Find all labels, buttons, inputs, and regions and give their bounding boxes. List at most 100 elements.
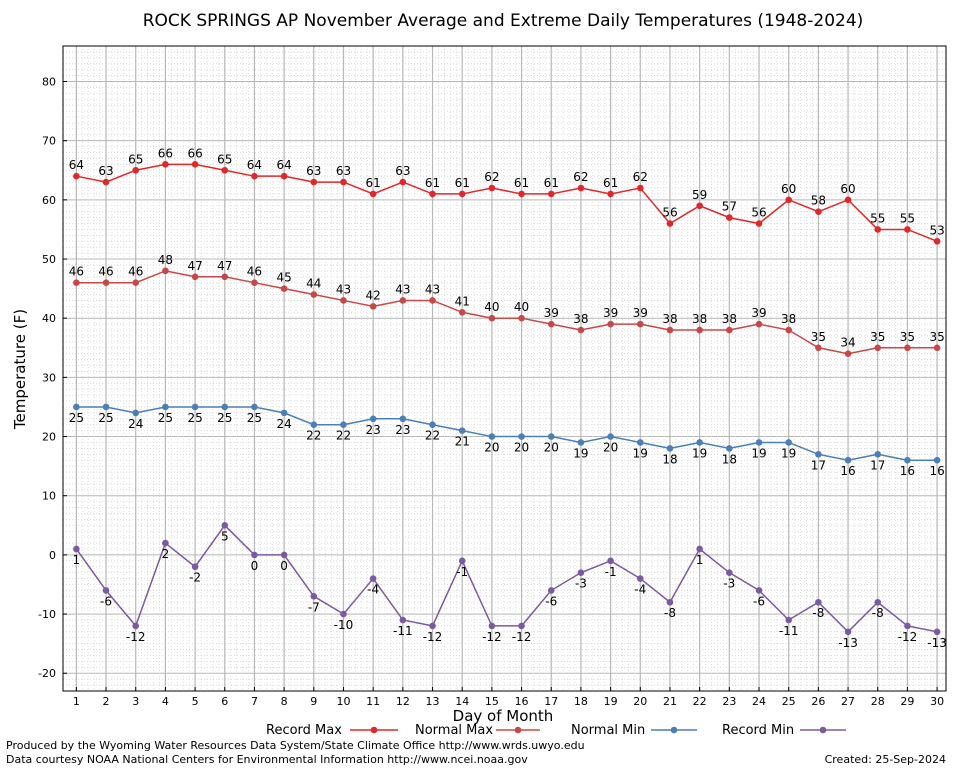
data-label-record-min: 0 [251,559,259,573]
x-tick-label: 3 [132,695,139,708]
y-axis-ticks: -20 -10 0 10 20 30 40 50 60 70 80 [38,76,67,680]
data-point-record-min [666,598,674,606]
data-label-record-max: 61 [544,176,559,190]
data-point-record-max [132,166,140,174]
data-point-normal-max [726,326,733,334]
data-point-normal-max [73,279,80,286]
x-tick-label: 13 [426,695,440,708]
data-point-normal-max [251,279,258,286]
data-label-record-min: 2 [162,547,170,561]
data-point-record-min [696,545,703,553]
data-point-normal-max [636,320,644,328]
data-label-normal-min: 25 [187,411,202,425]
data-label-normal-min: 19 [751,446,766,460]
x-tick-label: 20 [633,695,647,708]
data-point-record-min [488,622,496,630]
data-point-normal-max [369,303,377,310]
data-label-normal-min: 20 [603,441,618,455]
data-point-record-min [904,622,911,630]
data-label-record-min: -3 [723,577,735,591]
legend-label-normal-min: Normal Min [571,723,645,738]
y-tick-label: 20 [42,431,56,444]
data-label-record-min: 1 [696,553,704,567]
data-point-record-min [844,628,852,636]
data-point-normal-min [221,403,229,411]
data-label-normal-max: 39 [633,306,648,320]
x-tick-label: 8 [281,695,288,708]
data-point-normal-max [399,297,407,304]
data-label-normal-max: 38 [722,312,737,326]
data-point-record-min [755,587,763,594]
x-tick-label: 6 [221,695,228,708]
data-point-normal-min [429,421,436,429]
data-label-record-min: -8 [812,606,824,620]
data-label-normal-min: 17 [811,458,826,472]
legend-item-normal-max: Normal Max [415,723,540,738]
data-label-normal-min: 22 [306,429,321,443]
footer-data-courtesy: Data courtesy NOAA National Centers for … [6,753,528,766]
x-tick-label: 9 [310,695,317,708]
data-label-record-max: 61 [366,176,381,190]
data-point-record-max [607,190,614,198]
data-label-normal-min: 25 [247,411,262,425]
data-point-record-min [933,628,941,636]
data-label-record-max: 65 [217,152,232,166]
data-label-normal-max: 39 [751,306,766,320]
data-label-normal-min: 25 [98,411,113,425]
data-point-record-max [844,196,852,204]
data-label-record-min: -3 [575,577,587,591]
data-label-record-min: -12 [512,630,532,644]
data-label-record-max: 59 [692,188,707,202]
x-tick-label: 26 [811,695,825,708]
data-label-normal-max: 44 [306,277,321,291]
data-label-record-max: 61 [603,176,618,190]
data-point-normal-min [399,415,407,423]
plot-area-frame [62,45,947,692]
data-label-record-min: 5 [221,529,229,543]
data-label-normal-min: 18 [722,452,737,466]
data-point-normal-min [310,421,318,429]
data-label-record-min: -12 [423,630,443,644]
data-label-normal-min: 16 [929,464,944,478]
footer-created-date: Created: 25-Sep-2024 [825,753,946,766]
data-point-normal-max [221,273,229,281]
data-point-normal-min [844,456,852,464]
data-label-normal-max: 38 [573,312,588,326]
data-label-record-max: 55 [870,211,885,225]
data-point-record-max [310,178,318,186]
series-normal-min: 25 25 24 25 25 25 25 24 22 22 23 23 22 21 20 20 20 19 20 19… [69,403,945,478]
x-tick-label: 5 [192,695,199,708]
data-point-record-max [518,190,525,198]
y-tick-label: -10 [38,608,56,621]
grid [63,45,946,692]
data-label-record-min: -7 [308,600,320,614]
data-label-record-max: 61 [425,176,440,190]
data-label-normal-max: 45 [276,271,291,285]
data-label-record-min: -8 [872,606,884,620]
x-tick-label: 21 [663,695,677,708]
data-point-normal-max [547,320,555,328]
data-label-record-min: -4 [367,583,379,597]
legend-marker-record-max [370,726,378,734]
y-tick-label: 70 [42,135,56,148]
series-layer: 64 63 65 66 66 65 64 64 63 63 61 63 61 61 62 61 61 62 61 62… [69,146,947,649]
x-tick-label: 11 [366,695,380,708]
data-point-normal-min [102,403,110,411]
data-label-normal-max: 43 [395,282,410,296]
data-point-normal-min [607,433,614,440]
data-label-record-min: -11 [779,624,799,638]
legend-marker-record-min [819,726,827,734]
series-record-max: 64 63 65 66 66 65 64 64 63 63 61 63 61 61 62 61 61 62 61 62… [69,146,945,245]
y-tick-label: 30 [42,371,56,384]
data-point-record-min [369,575,377,582]
legend-label-normal-max: Normal Max [415,723,493,738]
data-point-record-max [340,178,347,186]
data-point-normal-min [696,439,703,446]
data-point-record-max [191,161,199,168]
data-point-normal-max [458,308,466,316]
data-point-record-min [785,616,792,624]
data-point-record-max [547,190,555,198]
data-point-record-min [162,539,169,547]
data-point-normal-min [518,433,525,440]
data-point-record-min [280,551,288,559]
